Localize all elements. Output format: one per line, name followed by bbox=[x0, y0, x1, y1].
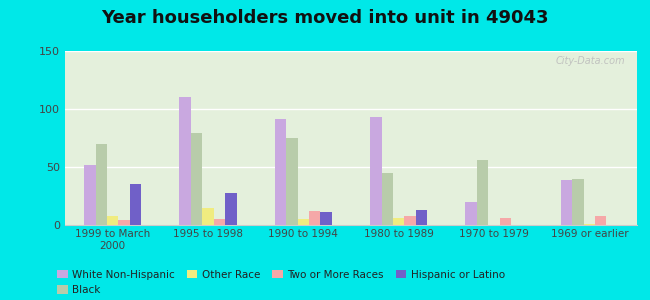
Bar bbox=[404, 216, 416, 225]
Bar bbox=[202, 208, 214, 225]
Bar bbox=[561, 180, 572, 225]
Bar bbox=[382, 173, 393, 225]
Bar bbox=[286, 138, 298, 225]
Bar bbox=[107, 216, 118, 225]
Bar bbox=[465, 202, 477, 225]
Bar bbox=[214, 219, 225, 225]
Bar bbox=[84, 165, 96, 225]
Bar bbox=[309, 211, 320, 225]
Bar bbox=[96, 144, 107, 225]
Bar bbox=[191, 134, 202, 225]
Bar bbox=[130, 184, 141, 225]
Text: City-Data.com: City-Data.com bbox=[556, 56, 625, 66]
Bar bbox=[320, 212, 332, 225]
Bar bbox=[572, 178, 584, 225]
Bar bbox=[500, 218, 511, 225]
Bar bbox=[225, 193, 237, 225]
Bar bbox=[416, 210, 427, 225]
Bar bbox=[595, 216, 606, 225]
Text: Year householders moved into unit in 49043: Year householders moved into unit in 490… bbox=[101, 9, 549, 27]
Bar bbox=[298, 219, 309, 225]
Bar bbox=[370, 117, 382, 225]
Bar bbox=[393, 218, 404, 225]
Bar bbox=[118, 220, 130, 225]
Bar bbox=[275, 119, 286, 225]
Legend: White Non-Hispanic, Black, Other Race, Two or More Races, Hispanic or Latino: White Non-Hispanic, Black, Other Race, T… bbox=[57, 270, 505, 295]
Bar bbox=[179, 98, 191, 225]
Bar bbox=[477, 160, 488, 225]
Bar bbox=[584, 224, 595, 225]
